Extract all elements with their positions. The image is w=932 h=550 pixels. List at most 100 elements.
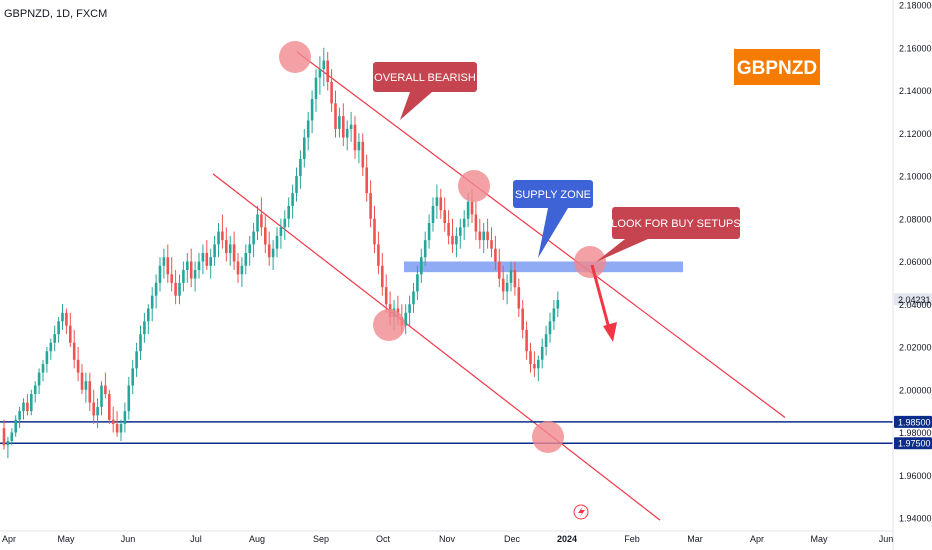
candle [72, 329, 76, 369]
candle [111, 406, 115, 433]
candle-body [22, 402, 25, 412]
candle [490, 227, 493, 258]
supply-zone-callout: SUPPLY ZONE [513, 180, 593, 258]
y-tick-label: 2.18000 [899, 1, 932, 11]
x-tick-label: Mar [687, 534, 703, 544]
candle-body [443, 210, 446, 224]
candle [232, 231, 236, 271]
candle-body [248, 244, 251, 253]
candle [478, 218, 482, 249]
candle [338, 107, 341, 138]
candle [361, 133, 365, 176]
candle-body [154, 282, 158, 296]
candle-body [451, 235, 454, 245]
candle-body [349, 124, 353, 129]
candle-body [228, 244, 232, 253]
overall-bearish-callout-pointer [400, 92, 432, 120]
candle [299, 150, 302, 189]
candle [431, 197, 435, 232]
candle-body [18, 411, 21, 420]
candle [330, 69, 333, 112]
candle-body [373, 218, 376, 245]
candle-body [435, 197, 439, 206]
candle-body [338, 116, 341, 129]
candle-body [404, 312, 407, 326]
candle [170, 257, 173, 292]
candle [143, 312, 146, 343]
candle-body [143, 321, 146, 335]
current-price-label: 2.04231 [898, 295, 931, 305]
candle [416, 265, 419, 300]
candle [53, 325, 56, 352]
x-tick-label: Oct [376, 534, 391, 544]
candle [451, 218, 454, 253]
candle-body [123, 411, 127, 424]
candle-body [72, 342, 76, 360]
candle-body [552, 308, 556, 322]
candle-body [431, 205, 435, 224]
candle [427, 214, 431, 249]
overall-bearish-callout: OVERALL BEARISH [373, 62, 477, 120]
candle-body [166, 257, 170, 275]
candle-body [244, 252, 248, 266]
x-tick-label: 2024 [557, 534, 577, 544]
trendline-layer: 1.98500 1.97500 2.04231 [0, 51, 932, 521]
candle-body [80, 372, 84, 390]
time-axis[interactable]: Apr May Jun Jul Aug Sep Oct Nov Dec 2024 Feb Mar Apr… [0, 530, 893, 544]
candle-body [139, 334, 142, 352]
candle-body [537, 359, 540, 369]
y-tick-label: 1.94000 [899, 514, 932, 524]
candle [404, 304, 407, 335]
candle [45, 347, 49, 373]
candle [236, 252, 240, 283]
candle-body [540, 347, 544, 360]
candle [525, 321, 528, 360]
candle [295, 167, 298, 202]
buy-setups-callout: LOOK FOR BUY SETUPS [596, 207, 741, 262]
candle [357, 133, 361, 164]
event-icon [573, 504, 589, 520]
candle [221, 214, 224, 249]
candle [193, 261, 197, 292]
watermark-label: GBPNZD [737, 58, 817, 79]
candle [150, 287, 154, 322]
candle [381, 252, 384, 296]
y-tick-label: 2.10000 [899, 172, 932, 182]
candle-body [96, 406, 99, 416]
candle [521, 299, 524, 339]
candle [498, 248, 501, 288]
candle [213, 235, 216, 266]
candle-body [533, 364, 536, 369]
supply-zone-callout-pointer [538, 208, 568, 258]
candle [123, 402, 127, 433]
y-tick-label: 1.98000 [899, 428, 932, 438]
candle-body [474, 214, 478, 232]
candle [100, 381, 103, 416]
candle-body [342, 116, 345, 138]
candle [537, 355, 540, 382]
candle-body [26, 402, 29, 412]
lightning-icon [578, 506, 585, 518]
x-tick-label: Jun [121, 534, 136, 544]
candle-body [256, 214, 259, 232]
y-tick-label: 2.00000 [899, 385, 932, 395]
candle-body [439, 197, 443, 211]
candle-body [365, 167, 368, 194]
bearish-arrow-head [603, 322, 617, 342]
candle-body [162, 257, 166, 266]
candle [279, 218, 283, 249]
price-axis[interactable]: 2.18000 2.16000 2.14000 2.12000 2.10000 2.080… [892, 0, 932, 550]
upper-trendline [296, 51, 786, 419]
candle [186, 252, 189, 283]
candle [174, 270, 177, 305]
candle-body [221, 231, 224, 241]
candle [540, 338, 544, 369]
candle [166, 244, 170, 283]
candle [310, 90, 314, 134]
candle [201, 244, 205, 275]
candle-body [92, 402, 95, 416]
watermark-box [734, 49, 820, 85]
candle-body [521, 308, 524, 330]
candle-body [57, 321, 60, 335]
